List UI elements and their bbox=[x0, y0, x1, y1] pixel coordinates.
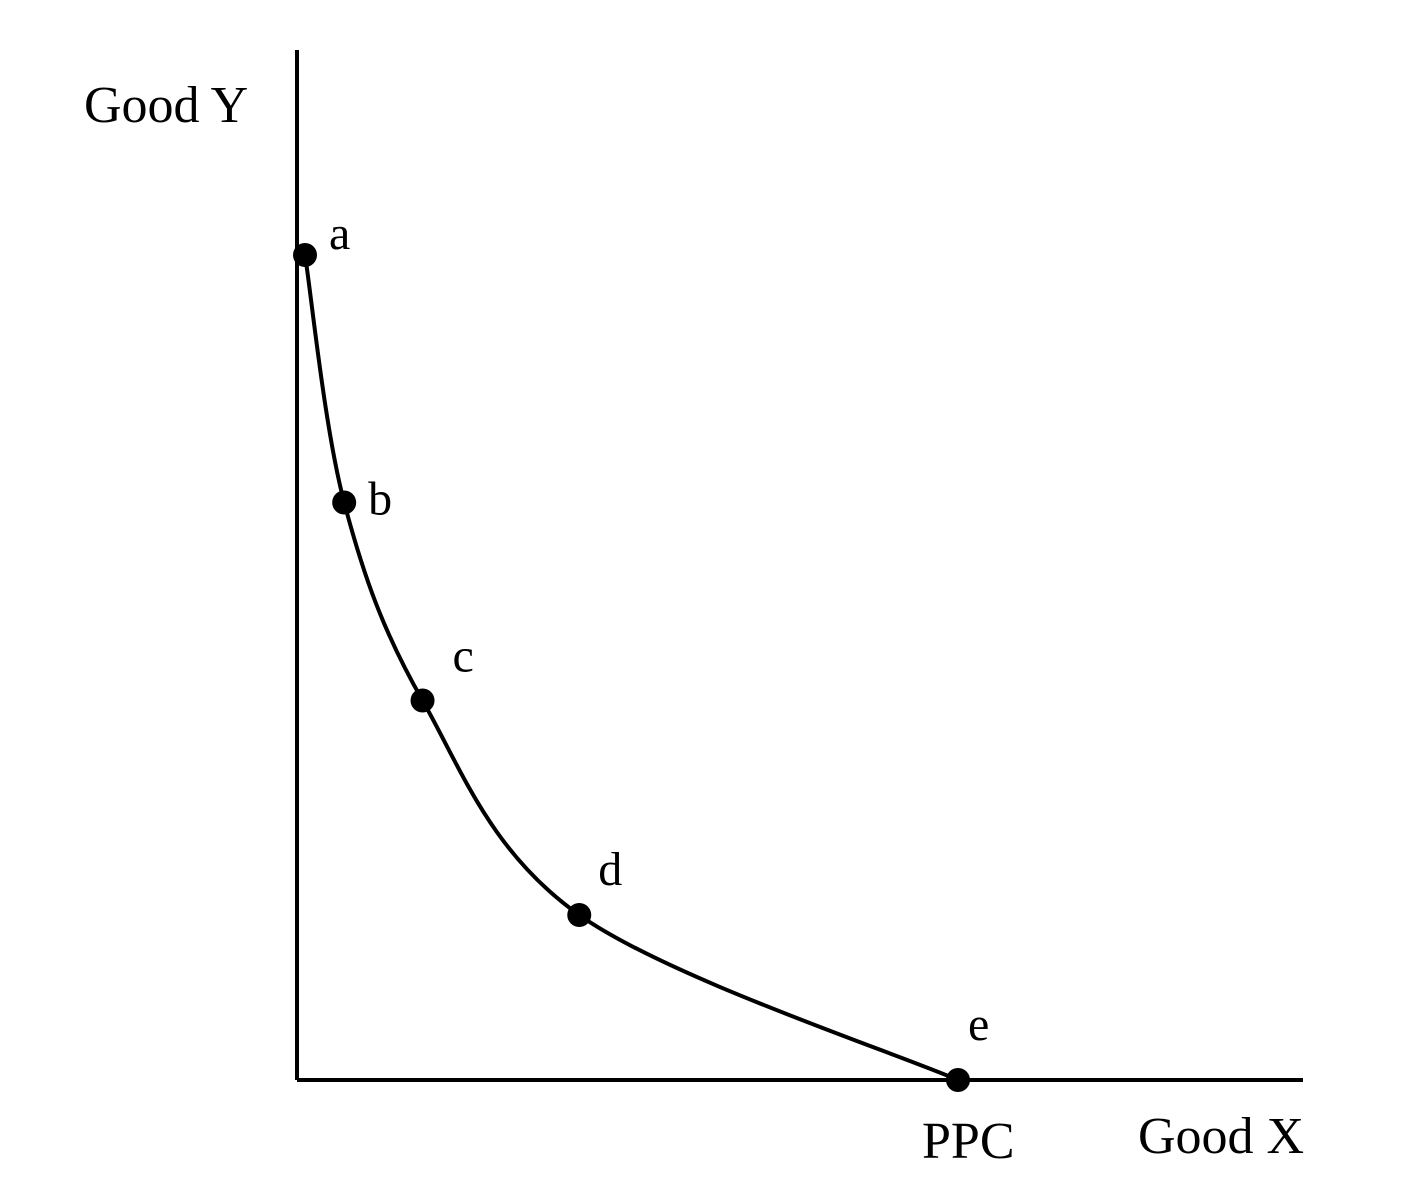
point-e bbox=[946, 1068, 970, 1092]
point-b bbox=[332, 490, 357, 515]
point-label-b: b bbox=[368, 473, 392, 526]
axes bbox=[295, 50, 1303, 1082]
ppc-curve bbox=[303, 254, 959, 1082]
point-label-d: d bbox=[598, 843, 622, 896]
point-a bbox=[293, 243, 317, 267]
point-label-e: e bbox=[968, 998, 989, 1051]
point-d bbox=[567, 903, 592, 927]
ppc-curve-label: PPC bbox=[922, 1113, 1015, 1170]
x-axis-title: Good X bbox=[1138, 1108, 1304, 1165]
point-c bbox=[410, 688, 435, 713]
point-label-c: c bbox=[453, 630, 474, 683]
point-labels: a b c d e bbox=[329, 207, 989, 1051]
curve-points bbox=[293, 243, 970, 1092]
y-axis-title: Good Y bbox=[84, 77, 248, 134]
point-label-a: a bbox=[329, 207, 350, 260]
